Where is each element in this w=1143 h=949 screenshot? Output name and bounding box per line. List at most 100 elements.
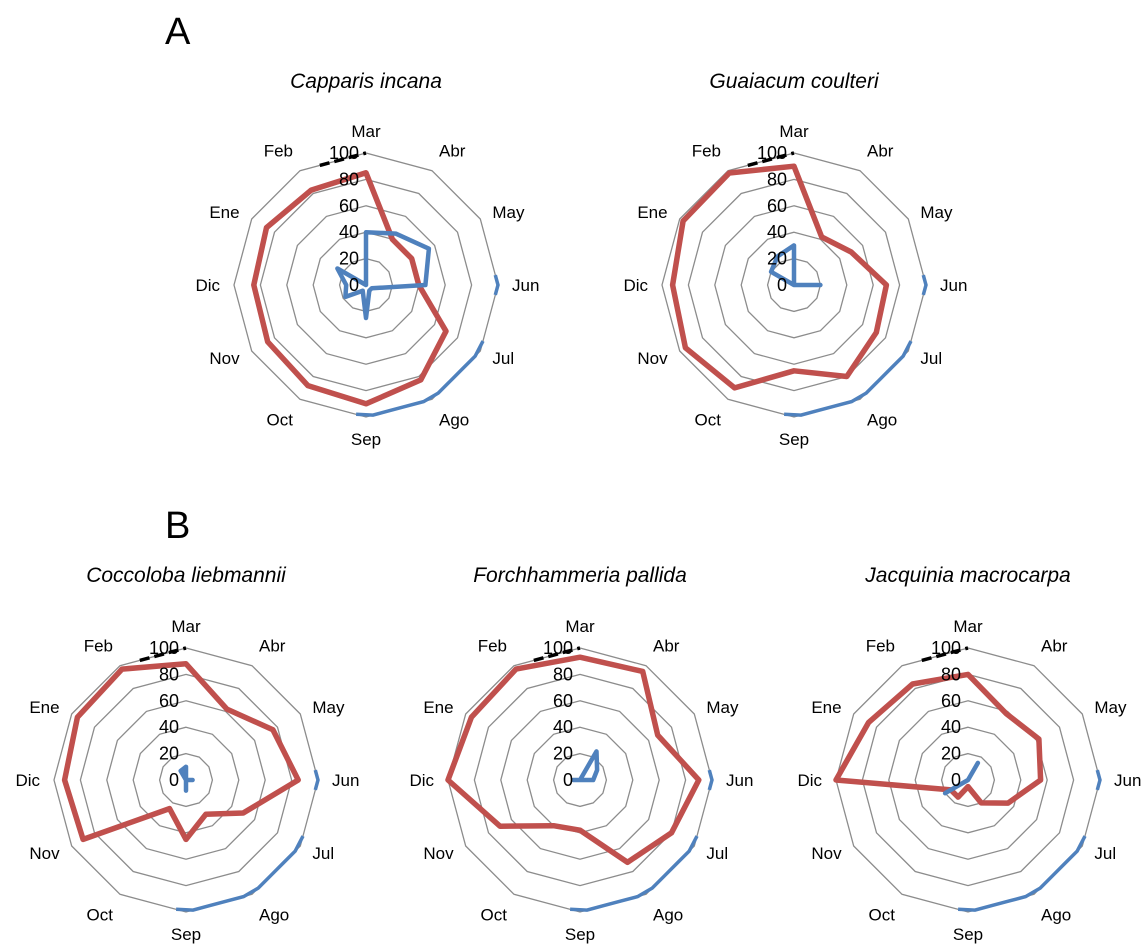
month-label-sep: Sep	[171, 925, 201, 944]
tick-label: 40	[767, 222, 787, 242]
tick-label: 80	[941, 664, 961, 684]
highlight-edge-arc	[921, 274, 928, 296]
month-label-may: May	[312, 698, 345, 717]
tick-label: 60	[941, 691, 961, 711]
month-label-oct: Oct	[87, 905, 114, 924]
month-label-oct: Oct	[481, 905, 508, 924]
series-line-1-guaiacum	[669, 163, 890, 391]
grid-ring	[53, 647, 319, 913]
tick-label: 100	[149, 638, 179, 658]
month-label-dic: Dic	[195, 276, 220, 295]
series-line-1-coccoloba	[61, 661, 301, 843]
panel-letter-b: B	[165, 505, 190, 547]
month-label-jun: Jun	[332, 771, 359, 790]
month-label-feb: Feb	[478, 637, 507, 656]
month-label-ene: Ene	[637, 203, 667, 222]
tick-label: 80	[159, 664, 179, 684]
radar-chart-capparis: 0 20 40 60 80 100 Mar Abr May Jun Jul Ago Sep Oct Nov D…	[195, 122, 539, 449]
month-label-dic: Dic	[409, 771, 434, 790]
highlight-edge-arc	[1095, 769, 1102, 791]
highlight-edge-arc	[570, 835, 699, 912]
grid-ring	[259, 178, 473, 392]
month-label-dic: Dic	[15, 771, 40, 790]
month-label-feb: Feb	[84, 637, 113, 656]
radar-chart-guaiacum: 0 20 40 60 80 100 Mar Abr May Jun Jul Ago Sep Oct Nov D…	[623, 122, 967, 449]
grid-ring	[79, 673, 293, 887]
dashed-edge-marker	[533, 646, 581, 663]
tick-label: 100	[757, 143, 787, 163]
chart-title-capparis: Capparis incana	[290, 70, 442, 93]
grid-ring	[740, 231, 848, 339]
dashed-edge-marker	[921, 646, 969, 663]
month-label-dic: Dic	[797, 771, 822, 790]
tick-label: 20	[159, 744, 179, 764]
grid-ring	[687, 178, 901, 392]
grid-ring	[447, 647, 713, 913]
tick-label: 80	[339, 169, 359, 189]
chart-title-guaiacum: Guaiacum coulteri	[709, 70, 880, 93]
tick-label: 20	[941, 744, 961, 764]
month-label-oct: Oct	[267, 410, 294, 429]
chart-title-coccoloba: Coccoloba liebmannii	[86, 564, 287, 587]
month-label-feb: Feb	[692, 142, 721, 161]
series-line-2-forchhammeria	[571, 749, 600, 783]
tick-label: 40	[553, 717, 573, 737]
month-label-may: May	[492, 203, 525, 222]
tick-label: 40	[339, 222, 359, 242]
panel-letter-a: A	[165, 11, 191, 53]
chart-title-forchhammeria: Forchhammeria pallida	[473, 564, 687, 587]
radar-chart-coccoloba: 0 20 40 60 80 100 Mar Abr May Jun Jul Ago Sep Oct Nov D…	[15, 617, 359, 944]
series-line-2-coccoloba	[178, 764, 195, 793]
month-label-may: May	[1094, 698, 1127, 717]
series-line-2-guaiacum	[768, 243, 823, 288]
dashed-edge-marker	[319, 151, 367, 168]
month-label-nov: Nov	[29, 844, 60, 863]
grid-ring	[500, 700, 660, 860]
series-line-1-forchhammeria	[445, 654, 702, 866]
month-label-feb: Feb	[264, 142, 293, 161]
month-label-mar: Mar	[565, 617, 595, 636]
month-label-mar: Mar	[953, 617, 983, 636]
month-label-sep: Sep	[779, 430, 809, 449]
dashed-edge-marker	[747, 151, 795, 168]
month-label-jul: Jul	[1094, 844, 1116, 863]
radar-chart-forchhammeria: 0 20 40 60 80 100 Mar Abr May Jun Jul Ago Sep Oct Nov D…	[409, 617, 753, 944]
month-label-ago: Ago	[867, 410, 897, 429]
tick-label: 80	[553, 664, 573, 684]
tick-label: 100	[543, 638, 573, 658]
month-label-dic: Dic	[623, 276, 648, 295]
month-label-ago: Ago	[259, 905, 289, 924]
month-label-abr: Abr	[439, 142, 466, 161]
tick-label: 0	[777, 275, 787, 295]
grid-ring	[158, 752, 214, 808]
grid-ring	[132, 726, 240, 834]
month-label-nov: Nov	[209, 349, 240, 368]
month-label-ene: Ene	[209, 203, 239, 222]
series-line-2-jacquinia	[942, 760, 981, 796]
grid-ring	[714, 205, 874, 365]
month-label-nov: Nov	[637, 349, 668, 368]
tick-label: 80	[767, 169, 787, 189]
month-label-ene: Ene	[423, 698, 453, 717]
month-label-oct: Oct	[695, 410, 722, 429]
month-label-jun: Jun	[940, 276, 967, 295]
grid-ring	[286, 205, 446, 365]
chart-title-jacquinia: Jacquinia macrocarpa	[864, 564, 1070, 587]
grid-ring	[861, 673, 1075, 887]
month-label-ene: Ene	[811, 698, 841, 717]
month-label-ago: Ago	[653, 905, 683, 924]
month-label-feb: Feb	[866, 637, 895, 656]
month-label-nov: Nov	[811, 844, 842, 863]
month-label-abr: Abr	[259, 637, 286, 656]
grid-ring	[552, 752, 608, 808]
month-label-sep: Sep	[953, 925, 983, 944]
month-label-jun: Jun	[1114, 771, 1141, 790]
month-label-abr: Abr	[867, 142, 894, 161]
highlight-edge-arc	[784, 340, 913, 417]
series-line-2-capparis	[335, 229, 432, 321]
month-label-nov: Nov	[423, 844, 454, 863]
highlight-edge-arc	[313, 769, 320, 791]
month-label-jul: Jul	[920, 349, 942, 368]
highlight-edge-arc	[356, 340, 485, 417]
